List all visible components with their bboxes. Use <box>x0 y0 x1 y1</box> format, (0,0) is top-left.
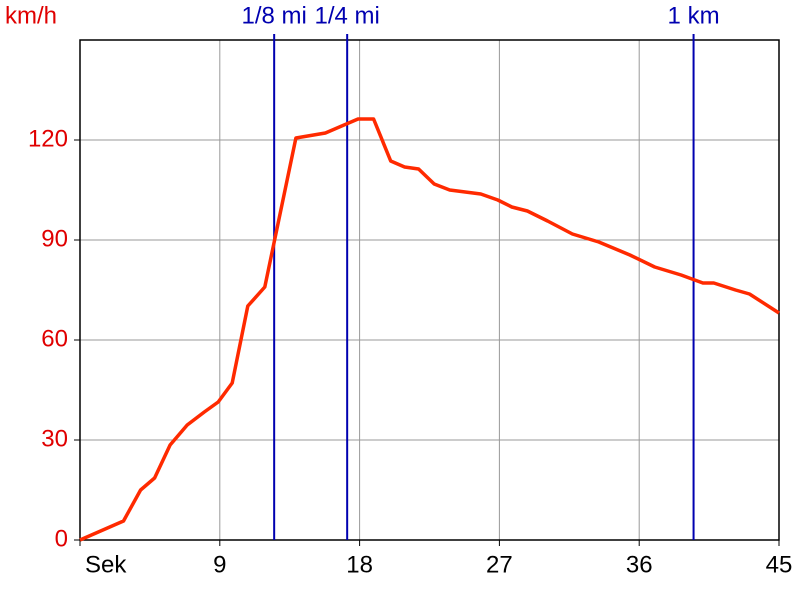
x-tick-label: 18 <box>346 551 373 578</box>
y-tick-label: 60 <box>41 325 68 352</box>
distance-marker-label: 1/4 mi <box>314 2 379 29</box>
distance-marker-label: 1/8 mi <box>241 2 306 29</box>
x-tick-label: 9 <box>213 551 226 578</box>
x-tick-label: 27 <box>486 551 513 578</box>
y-tick-label: 120 <box>28 125 68 152</box>
y-tick-label: 0 <box>55 525 68 552</box>
y-unit-label: km/h <box>5 2 57 29</box>
plot-frame <box>79 39 780 541</box>
x-tick-label: 45 <box>766 551 793 578</box>
x-tick-label: 36 <box>626 551 653 578</box>
x-tick-label: Sek <box>85 551 127 578</box>
y-tick-label: 90 <box>41 225 68 252</box>
distance-marker-label: 1 km <box>668 2 720 29</box>
speed-line <box>79 117 780 542</box>
y-tick-label: 30 <box>41 425 68 452</box>
